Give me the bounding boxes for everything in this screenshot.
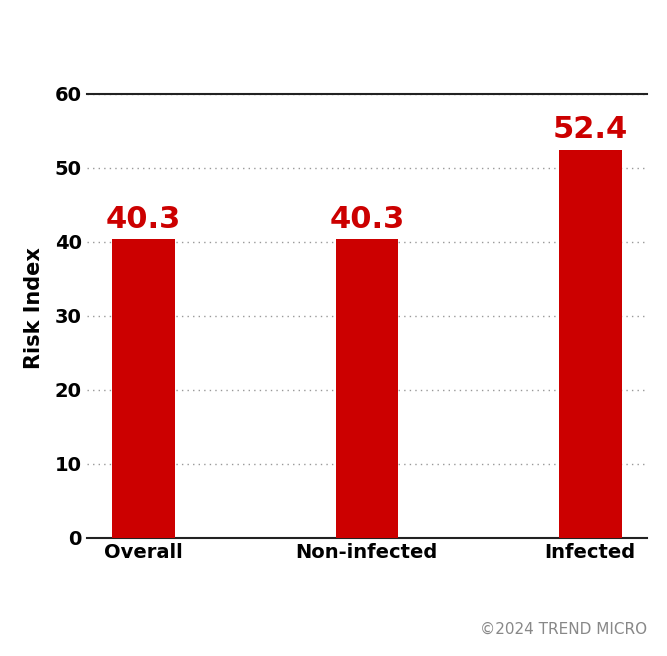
Text: 52.4: 52.4	[553, 115, 628, 144]
Text: 40.3: 40.3	[329, 205, 404, 234]
Bar	[559, 150, 622, 538]
Text: ©2024 TREND MICRO: ©2024 TREND MICRO	[480, 621, 647, 636]
Text: 40.3: 40.3	[106, 205, 181, 234]
Bar	[112, 239, 175, 538]
Bar	[336, 239, 398, 538]
Y-axis label: Risk Index: Risk Index	[24, 247, 44, 369]
